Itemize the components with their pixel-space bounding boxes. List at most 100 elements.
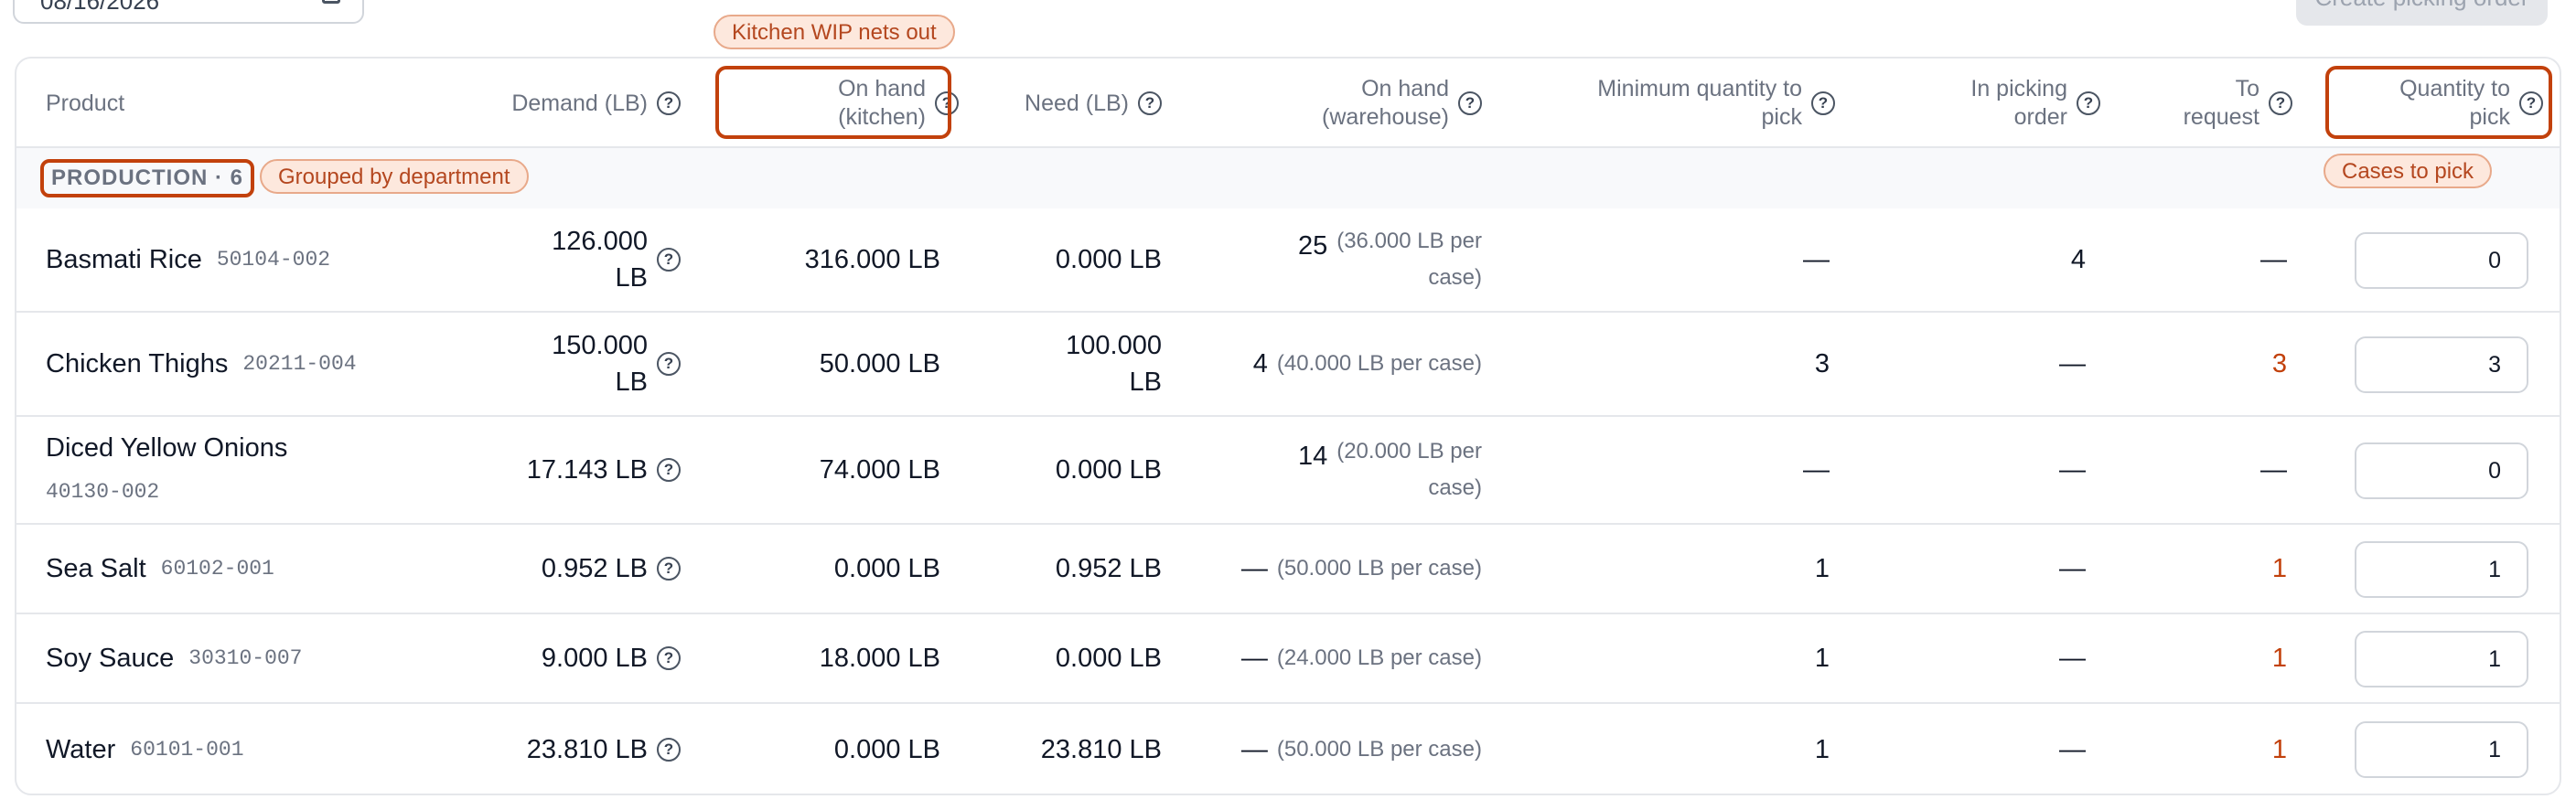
table-row: Diced Yellow Onions 40130-002 17.143 LB? … bbox=[16, 417, 2560, 525]
annotation-kitchen-wip: Kitchen WIP nets out bbox=[714, 15, 955, 49]
cell-need: 0.000 LB bbox=[1055, 455, 1162, 485]
col-to-request: To request? bbox=[2120, 59, 2292, 148]
cell-need: 0.000 LB bbox=[1055, 245, 1162, 274]
cell-to-request: — bbox=[2260, 245, 2287, 274]
cell-to-request: 1 bbox=[2271, 735, 2287, 764]
cell-onhand-kitchen: 0.000 LB bbox=[833, 735, 940, 764]
cell-onhand-warehouse: — (50.000 LB per case) bbox=[1240, 554, 1482, 583]
help-icon[interactable]: ? bbox=[657, 352, 681, 376]
cell-onhand-warehouse: 4 (40.000 LB per case) bbox=[1252, 349, 1482, 378]
cell-min-quantity: 1 bbox=[1814, 735, 1830, 764]
cell-demand: 17.143 LB? bbox=[428, 417, 681, 523]
cell-onhand-kitchen: 18.000 LB bbox=[819, 644, 940, 673]
product-name: Water bbox=[46, 735, 116, 764]
help-icon[interactable]: ? bbox=[1811, 91, 1835, 115]
col-need: Need (LB)? bbox=[968, 59, 1162, 148]
cell-min-quantity: 3 bbox=[1814, 349, 1830, 378]
cell-onhand-kitchen: 50.000 LB bbox=[819, 349, 940, 378]
help-icon[interactable]: ? bbox=[657, 738, 681, 762]
product-sku: 20211-004 bbox=[242, 352, 357, 376]
product-sku: 50104-002 bbox=[216, 248, 331, 272]
cell-in-picking: — bbox=[2059, 455, 2086, 485]
cell-need: 100.000 LB bbox=[1066, 331, 1162, 397]
cell-in-picking: 4 bbox=[2070, 245, 2086, 274]
cell-onhand-warehouse: — (50.000 LB per case) bbox=[1240, 735, 1482, 764]
annotation-grouped: Grouped by department bbox=[260, 159, 529, 194]
help-icon[interactable]: ? bbox=[2269, 91, 2292, 115]
table-row: Water 60101-001 23.810 LB? 0.000 LB 23.81… bbox=[16, 704, 2560, 794]
cell-onhand-kitchen: 74.000 LB bbox=[819, 455, 940, 485]
cell-product: Sea Salt 60102-001 bbox=[46, 525, 448, 613]
cell-product: Water 60101-001 bbox=[46, 704, 448, 794]
cell-to-request: 3 bbox=[2271, 349, 2287, 378]
cell-onhand-warehouse: 14 (20.000 LB per case) bbox=[1297, 439, 1482, 500]
cell-in-picking: — bbox=[2059, 735, 2086, 764]
col-min-quantity: Minimum quantity to pick? bbox=[1535, 59, 1835, 148]
quantity-to-pick-input[interactable] bbox=[2355, 721, 2528, 778]
cell-onhand-kitchen: 0.000 LB bbox=[833, 554, 940, 583]
cell-demand: 23.810 LB? bbox=[428, 704, 681, 794]
cell-need: 0.952 LB bbox=[1055, 554, 1162, 583]
help-icon[interactable]: ? bbox=[2519, 91, 2543, 115]
col-demand: Demand (LB)? bbox=[428, 59, 681, 148]
table-header: Product Demand (LB)? On hand (kitchen)? N… bbox=[16, 59, 2560, 148]
quantity-to-pick-input[interactable] bbox=[2355, 631, 2528, 687]
help-icon[interactable]: ? bbox=[657, 458, 681, 482]
annotation-cases-to-pick: Cases to pick bbox=[2324, 154, 2493, 188]
cell-in-picking: — bbox=[2059, 554, 2086, 583]
table-row: Sea Salt 60102-001 0.952 LB? 0.000 LB 0.9… bbox=[16, 525, 2560, 614]
help-icon[interactable]: ? bbox=[2077, 91, 2100, 115]
calendar-icon[interactable] bbox=[322, 0, 340, 4]
cell-to-request: 1 bbox=[2271, 554, 2287, 583]
cell-min-quantity: 1 bbox=[1814, 554, 1830, 583]
date-value: 08/16/2026 bbox=[40, 0, 160, 15]
cell-onhand-kitchen: 316.000 LB bbox=[804, 245, 940, 274]
product-name: Chicken Thighs bbox=[46, 349, 229, 378]
quantity-to-pick-input[interactable] bbox=[2355, 442, 2528, 499]
group-label: PRODUCTION · 6 bbox=[40, 159, 255, 197]
product-sku: 60102-001 bbox=[160, 557, 274, 581]
picking-table: Product Demand (LB)? On hand (kitchen)? N… bbox=[15, 57, 2561, 795]
cell-product: Basmati Rice 50104-002 bbox=[46, 208, 448, 311]
date-field[interactable]: 08/16/2026 bbox=[13, 0, 364, 24]
help-icon[interactable]: ? bbox=[657, 91, 681, 115]
help-icon[interactable]: ? bbox=[935, 91, 959, 115]
cell-onhand-warehouse: 25 (36.000 LB per case) bbox=[1297, 229, 1482, 290]
col-quantity-to-pick: Quantity to pick? bbox=[2340, 59, 2543, 148]
cell-need: 0.000 LB bbox=[1055, 644, 1162, 673]
quantity-to-pick-input[interactable] bbox=[2355, 232, 2528, 289]
col-in-picking: In picking order? bbox=[1883, 59, 2100, 148]
cell-product: Diced Yellow Onions 40130-002 bbox=[46, 417, 448, 523]
product-sku: 60101-001 bbox=[130, 738, 244, 762]
product-name: Soy Sauce bbox=[46, 644, 175, 673]
create-picking-order-button[interactable]: Create picking order bbox=[2296, 0, 2548, 26]
cell-in-picking: — bbox=[2059, 349, 2086, 378]
cell-to-request: 1 bbox=[2271, 644, 2287, 673]
highlight-quantity-to-pick bbox=[2325, 66, 2552, 139]
cell-to-request: — bbox=[2260, 455, 2287, 485]
cell-onhand-warehouse: — (24.000 LB per case) bbox=[1240, 644, 1482, 673]
product-name: Sea Salt bbox=[46, 554, 146, 583]
table-row: Basmati Rice 50104-002 126.000 LB? 316.000… bbox=[16, 208, 2560, 313]
product-name: Basmati Rice bbox=[46, 245, 202, 274]
cell-demand: 0.952 LB? bbox=[428, 525, 681, 613]
quantity-to-pick-input[interactable] bbox=[2355, 336, 2528, 393]
col-product: Product bbox=[46, 90, 125, 116]
help-icon[interactable]: ? bbox=[657, 646, 681, 670]
quantity-to-pick-input[interactable] bbox=[2355, 541, 2528, 598]
cell-min-quantity: — bbox=[1803, 245, 1830, 274]
help-icon[interactable]: ? bbox=[657, 557, 681, 581]
help-icon[interactable]: ? bbox=[657, 248, 681, 272]
product-sku: 40130-002 bbox=[46, 480, 160, 504]
cell-min-quantity: — bbox=[1803, 455, 1830, 485]
cell-need: 23.810 LB bbox=[1040, 735, 1162, 764]
product-name: Diced Yellow Onions bbox=[46, 433, 288, 463]
help-icon[interactable]: ? bbox=[1138, 91, 1162, 115]
help-icon[interactable]: ? bbox=[1458, 91, 1482, 115]
cell-demand: 150.000 LB? bbox=[428, 313, 681, 415]
table-row: Soy Sauce 30310-007 9.000 LB? 18.000 LB 0… bbox=[16, 614, 2560, 704]
group-row: PRODUCTION · 6 Grouped by department Cas… bbox=[16, 148, 2560, 208]
col-onhand-kitchen: On hand (kitchen)? bbox=[721, 59, 959, 148]
product-sku: 30310-007 bbox=[188, 646, 303, 670]
cell-product: Soy Sauce 30310-007 bbox=[46, 614, 448, 702]
